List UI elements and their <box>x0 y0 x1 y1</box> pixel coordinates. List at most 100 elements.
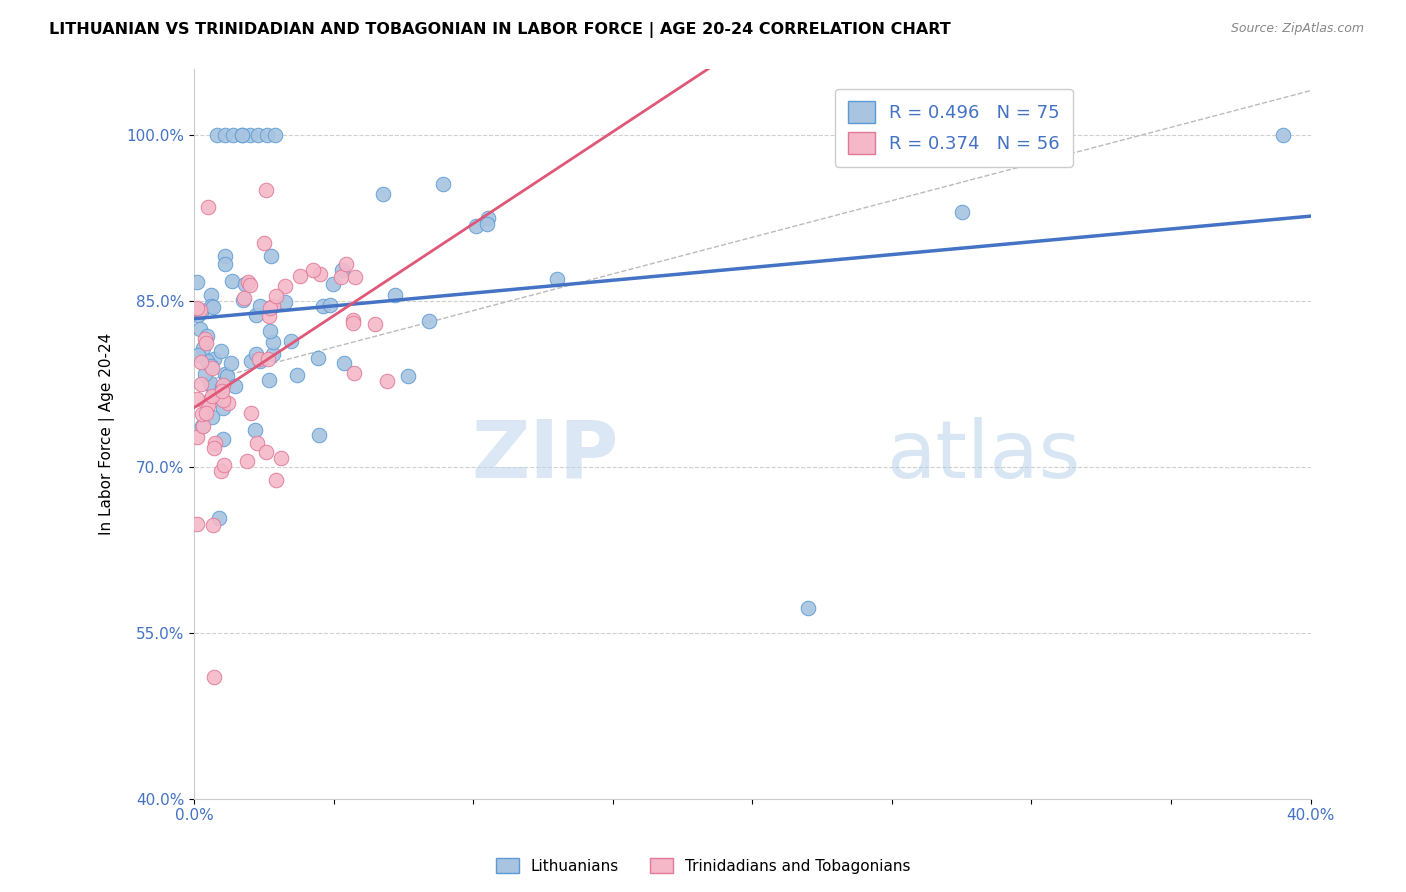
Y-axis label: In Labor Force | Age 20-24: In Labor Force | Age 20-24 <box>100 333 115 535</box>
Point <box>950 205 973 219</box>
Point <box>273 278 295 293</box>
Point <box>195 405 218 419</box>
Point <box>211 380 233 394</box>
Point <box>254 445 277 459</box>
Point <box>259 309 281 323</box>
Point <box>201 381 224 395</box>
Point <box>224 379 246 393</box>
Point <box>195 329 218 343</box>
Point <box>342 316 364 330</box>
Legend: R = 0.496   N = 75, R = 0.374   N = 56: R = 0.496 N = 75, R = 0.374 N = 56 <box>835 88 1073 167</box>
Point <box>418 314 440 328</box>
Point <box>214 257 236 271</box>
Point <box>211 384 233 399</box>
Point <box>233 291 256 305</box>
Legend: Lithuanians, Trinidadians and Tobagonians: Lithuanians, Trinidadians and Tobagonian… <box>489 852 917 880</box>
Point <box>342 312 364 326</box>
Point <box>274 295 297 310</box>
Point <box>202 442 225 456</box>
Point <box>194 367 217 381</box>
Point <box>214 249 236 263</box>
Point <box>285 368 308 382</box>
Point <box>1271 128 1294 142</box>
Point <box>262 299 284 313</box>
Point <box>201 300 224 314</box>
Point <box>190 305 212 319</box>
Point <box>197 398 219 412</box>
Point <box>186 302 208 317</box>
Point <box>217 368 239 383</box>
Point <box>371 187 394 202</box>
Point <box>201 361 224 376</box>
Point <box>208 511 231 525</box>
Point <box>191 341 214 355</box>
Point <box>259 324 281 338</box>
Point <box>307 351 329 365</box>
Point <box>212 401 235 415</box>
Point <box>262 347 284 361</box>
Point <box>214 367 236 381</box>
Point <box>247 351 270 366</box>
Point <box>312 299 335 313</box>
Point <box>245 347 267 361</box>
Point <box>308 428 330 442</box>
Point <box>264 128 287 142</box>
Point <box>475 217 498 231</box>
Point <box>259 301 281 316</box>
Point <box>343 366 366 380</box>
Point <box>198 376 221 390</box>
Point <box>236 453 259 467</box>
Point <box>190 354 212 368</box>
Point <box>249 354 271 368</box>
Point <box>249 299 271 313</box>
Point <box>322 277 344 291</box>
Point <box>201 389 224 403</box>
Point <box>330 262 353 277</box>
Point <box>301 263 323 277</box>
Point <box>256 128 278 142</box>
Point <box>231 128 253 142</box>
Point <box>477 211 499 226</box>
Point <box>212 458 235 472</box>
Point <box>240 354 263 368</box>
Point <box>329 270 352 285</box>
Point <box>239 128 262 142</box>
Point <box>200 287 222 301</box>
Point <box>188 322 211 336</box>
Point <box>190 407 212 421</box>
Text: atlas: atlas <box>886 417 1081 494</box>
Point <box>335 256 357 270</box>
Point <box>205 128 228 142</box>
Point <box>191 418 214 433</box>
Point <box>266 289 288 303</box>
Point <box>200 359 222 373</box>
Point <box>190 376 212 391</box>
Point <box>197 200 219 214</box>
Text: ZIP: ZIP <box>471 417 619 494</box>
Point <box>396 368 419 383</box>
Point <box>243 423 266 437</box>
Point <box>247 128 270 142</box>
Point <box>319 298 342 312</box>
Point <box>193 332 215 346</box>
Point <box>333 356 356 370</box>
Point <box>546 272 568 286</box>
Point <box>264 473 287 487</box>
Point <box>245 436 267 450</box>
Point <box>212 378 235 392</box>
Point <box>260 249 283 263</box>
Point <box>231 128 253 142</box>
Point <box>186 392 208 406</box>
Point <box>191 419 214 434</box>
Point <box>375 374 398 388</box>
Point <box>239 406 262 420</box>
Point <box>212 432 235 446</box>
Point <box>221 274 243 288</box>
Point <box>309 267 332 281</box>
Point <box>209 344 232 359</box>
Point <box>209 464 232 478</box>
Point <box>363 317 385 331</box>
Point <box>259 373 281 387</box>
Point <box>465 219 488 233</box>
Point <box>384 288 406 302</box>
